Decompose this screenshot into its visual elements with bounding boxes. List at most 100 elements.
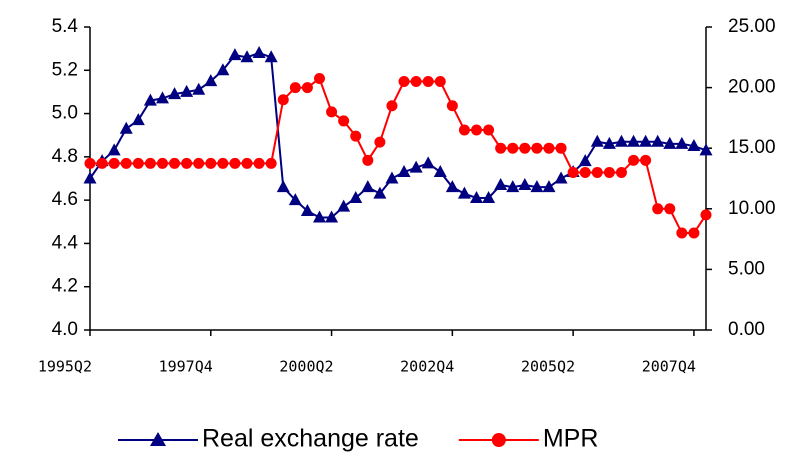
- marker: [445, 180, 459, 193]
- marker: [325, 210, 339, 223]
- marker: [639, 134, 653, 147]
- y2-tick-label: 25.00: [728, 16, 776, 37]
- marker: [410, 76, 422, 88]
- x-tick-label: 2000Q2: [279, 358, 333, 376]
- marker: [252, 45, 266, 58]
- marker: [168, 87, 182, 100]
- marker: [507, 142, 519, 154]
- y-tick-label: 4.4: [52, 232, 79, 253]
- marker: [554, 171, 568, 184]
- marker: [627, 134, 641, 147]
- marker: [421, 156, 435, 169]
- marker: [688, 227, 700, 239]
- x-tick-label: 2007Q4: [642, 358, 696, 376]
- marker: [519, 142, 531, 154]
- marker: [518, 177, 532, 190]
- marker: [530, 180, 544, 193]
- marker: [132, 157, 144, 169]
- marker: [264, 50, 278, 63]
- marker: [350, 130, 362, 142]
- marker: [300, 203, 314, 216]
- marker: [84, 157, 96, 169]
- y-tick-label: 4.6: [52, 189, 78, 210]
- y-tick-label: 5.2: [52, 59, 78, 80]
- series-line: [90, 76, 707, 235]
- marker: [687, 139, 701, 152]
- y2-tick-label: 0.00: [728, 319, 765, 340]
- marker: [144, 157, 156, 169]
- marker: [169, 157, 181, 169]
- marker: [531, 142, 543, 154]
- marker: [458, 124, 470, 136]
- marker: [156, 157, 168, 169]
- y2-tick-label: 5.00: [728, 258, 765, 279]
- marker: [422, 76, 434, 88]
- marker: [217, 157, 229, 169]
- marker: [543, 142, 555, 154]
- marker: [131, 113, 145, 126]
- marker: [228, 48, 242, 61]
- y2-tick-label: 15.00: [728, 137, 776, 158]
- legend-marker: [491, 433, 506, 447]
- y-tick-label: 5.4: [52, 16, 79, 37]
- marker: [301, 82, 313, 94]
- marker: [143, 93, 157, 106]
- y-tick-label: 5.0: [52, 103, 78, 124]
- marker: [338, 115, 350, 127]
- marker: [349, 190, 363, 203]
- marker: [374, 136, 386, 148]
- marker: [253, 157, 265, 169]
- marker: [628, 154, 640, 166]
- marker: [240, 50, 254, 63]
- marker: [312, 210, 326, 223]
- marker: [265, 157, 277, 169]
- marker: [216, 63, 230, 76]
- marker: [205, 157, 217, 169]
- marker: [615, 166, 627, 178]
- y-tick-label: 4.2: [52, 276, 78, 297]
- marker: [699, 143, 713, 156]
- series-line: [89, 51, 707, 219]
- marker: [591, 166, 603, 178]
- x-tick-label: 1997Q4: [159, 358, 213, 376]
- y-tick-label: 4.8: [52, 146, 78, 167]
- y-tick-label: 4.0: [52, 319, 78, 340]
- marker: [433, 165, 447, 178]
- marker: [386, 100, 398, 112]
- marker: [482, 190, 496, 203]
- marker: [180, 84, 194, 97]
- marker: [288, 193, 302, 206]
- legend-label: MPR: [543, 425, 599, 453]
- series: [84, 73, 712, 239]
- marker: [567, 166, 579, 178]
- marker: [457, 186, 471, 199]
- marker: [337, 199, 351, 212]
- marker: [193, 157, 205, 169]
- marker: [229, 157, 241, 169]
- marker: [676, 227, 688, 239]
- marker: [494, 177, 508, 190]
- marker: [192, 82, 206, 95]
- marker: [397, 165, 411, 178]
- marker: [542, 180, 556, 193]
- x-tick-label: 1995Q2: [38, 358, 92, 376]
- x-tick-label: 2005Q2: [521, 358, 575, 376]
- marker: [108, 157, 120, 169]
- marker: [373, 186, 387, 199]
- marker: [155, 91, 169, 104]
- marker: [483, 124, 495, 136]
- y2-tick-label: 10.00: [728, 198, 776, 219]
- marker: [602, 136, 616, 149]
- x-tick-label: 2002Q4: [400, 358, 454, 376]
- marker: [107, 143, 121, 156]
- legend-item: MPR: [458, 425, 599, 453]
- marker: [326, 106, 338, 118]
- marker: [120, 157, 132, 169]
- marker: [652, 203, 664, 215]
- marker: [362, 154, 374, 166]
- marker: [409, 160, 423, 173]
- legend-marker: [150, 432, 166, 446]
- marker: [614, 134, 628, 147]
- marker: [555, 142, 567, 154]
